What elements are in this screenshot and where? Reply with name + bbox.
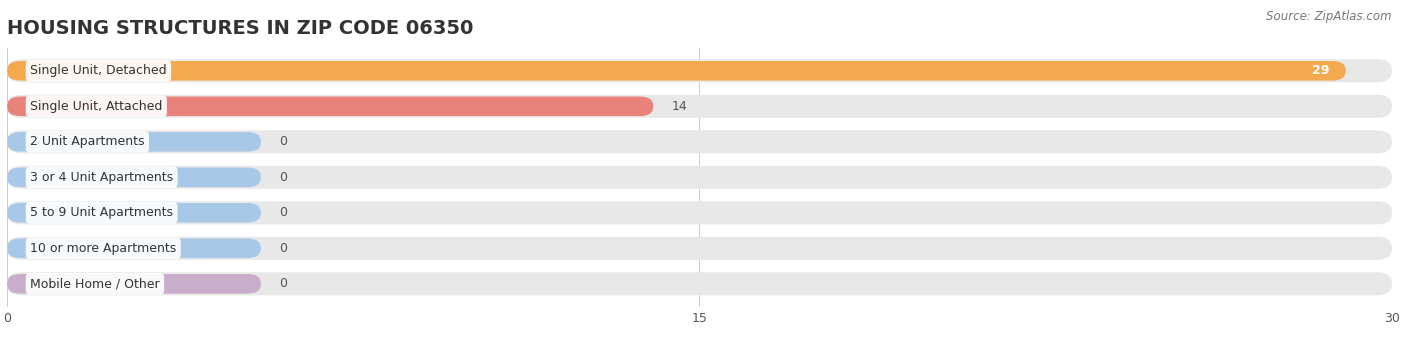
FancyBboxPatch shape [7,272,1392,295]
FancyBboxPatch shape [7,239,262,258]
FancyBboxPatch shape [7,237,1392,260]
Text: 0: 0 [280,135,287,148]
Text: 0: 0 [280,206,287,219]
Text: 29: 29 [1312,64,1330,77]
Text: Single Unit, Detached: Single Unit, Detached [30,64,167,77]
Text: Single Unit, Attached: Single Unit, Attached [30,100,163,113]
Text: 0: 0 [280,171,287,184]
Text: Mobile Home / Other: Mobile Home / Other [30,277,160,290]
FancyBboxPatch shape [7,166,1392,189]
Text: 10 or more Apartments: 10 or more Apartments [30,242,176,255]
Text: 2 Unit Apartments: 2 Unit Apartments [30,135,145,148]
FancyBboxPatch shape [7,201,1392,224]
Text: 0: 0 [280,242,287,255]
FancyBboxPatch shape [7,132,262,152]
Text: 5 to 9 Unit Apartments: 5 to 9 Unit Apartments [30,206,173,219]
Text: 3 or 4 Unit Apartments: 3 or 4 Unit Apartments [30,171,173,184]
FancyBboxPatch shape [7,97,654,116]
FancyBboxPatch shape [7,167,262,187]
FancyBboxPatch shape [7,130,1392,153]
Text: 0: 0 [280,277,287,290]
Text: HOUSING STRUCTURES IN ZIP CODE 06350: HOUSING STRUCTURES IN ZIP CODE 06350 [7,19,474,38]
FancyBboxPatch shape [7,61,1346,80]
Text: 14: 14 [672,100,688,113]
FancyBboxPatch shape [7,274,262,294]
FancyBboxPatch shape [7,59,1392,83]
FancyBboxPatch shape [7,203,262,223]
Text: Source: ZipAtlas.com: Source: ZipAtlas.com [1267,10,1392,23]
FancyBboxPatch shape [7,95,1392,118]
